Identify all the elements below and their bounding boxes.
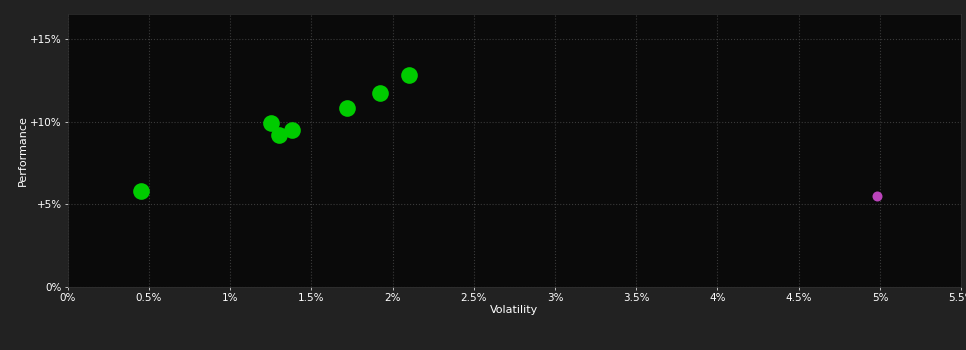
Y-axis label: Performance: Performance bbox=[17, 115, 28, 186]
X-axis label: Volatility: Volatility bbox=[491, 305, 538, 315]
